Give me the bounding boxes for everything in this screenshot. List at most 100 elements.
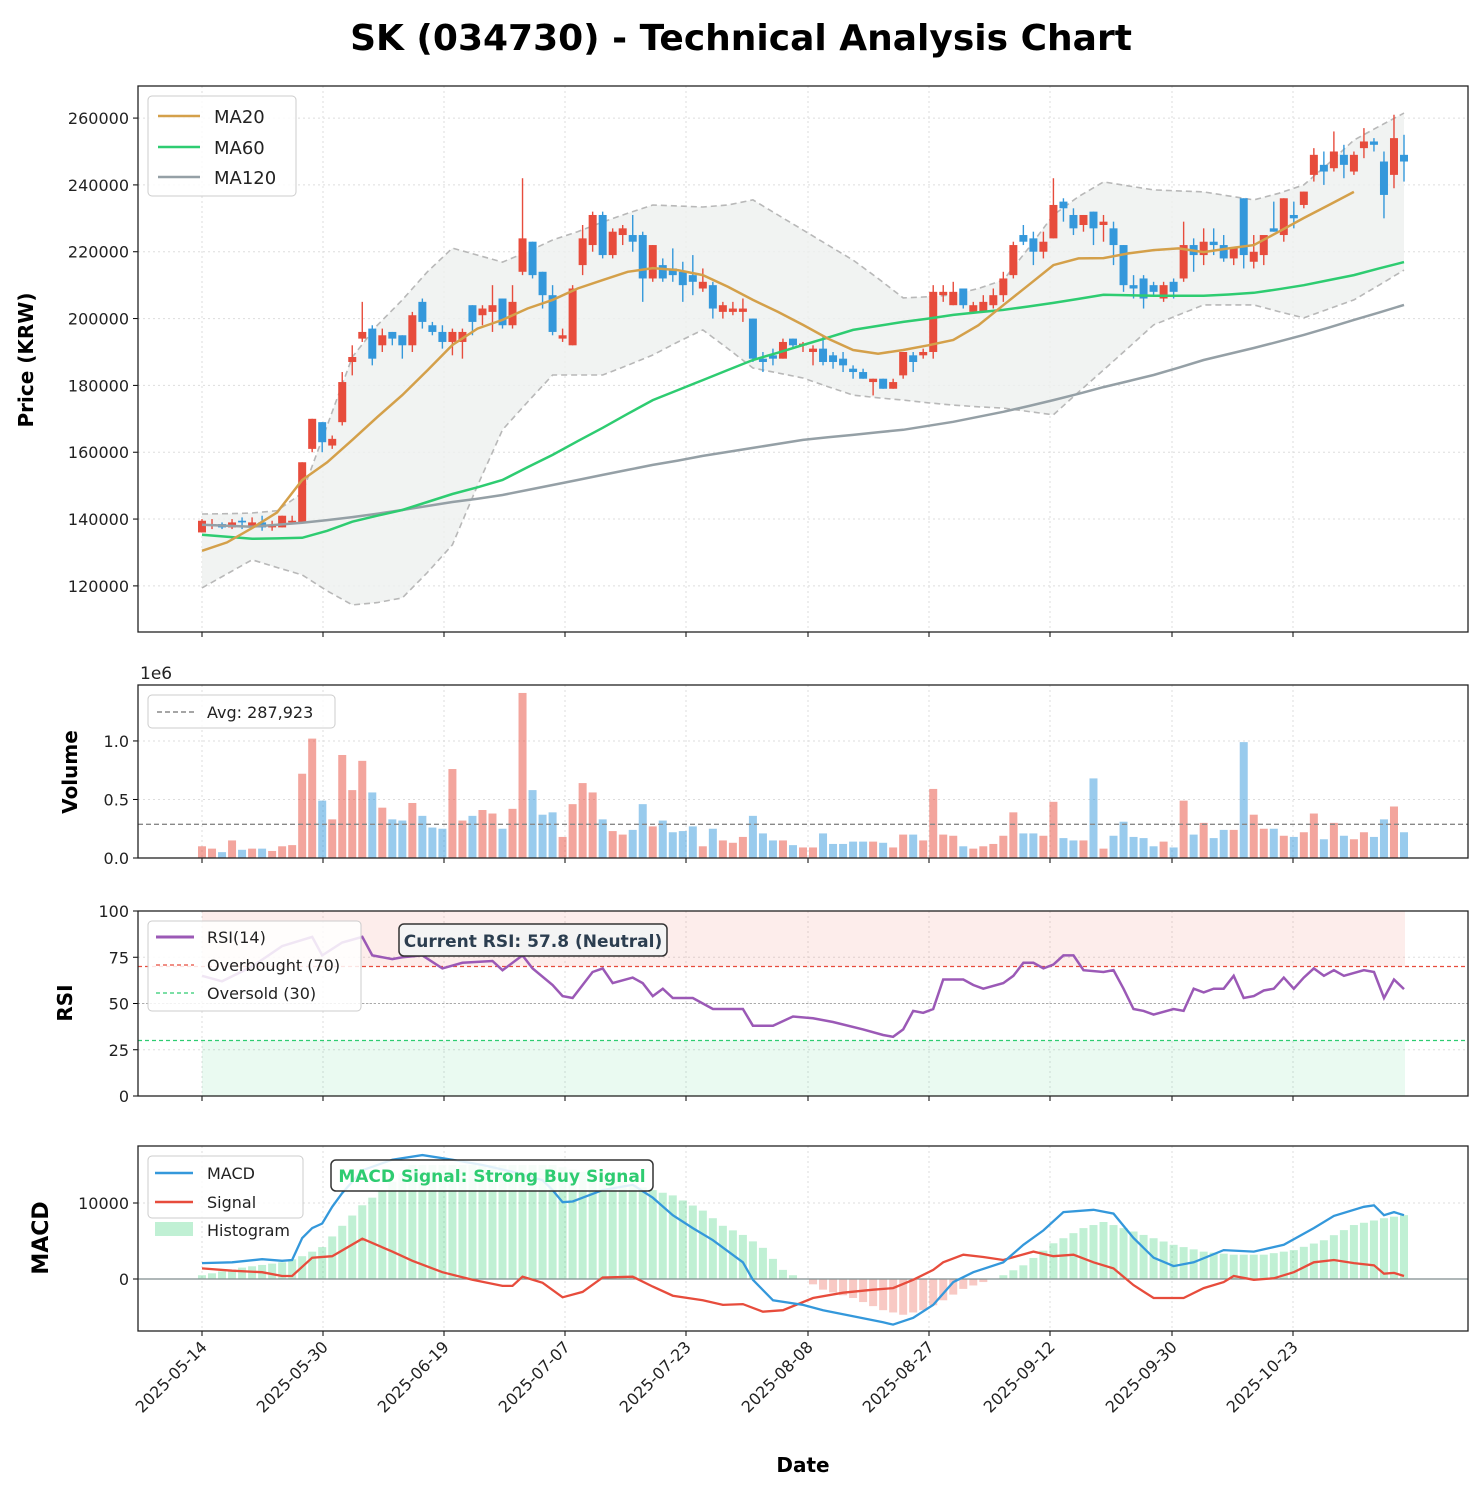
volume-bar xyxy=(929,788,938,858)
volume-bar xyxy=(298,773,307,858)
candle-body xyxy=(498,298,507,326)
volume-bar xyxy=(1219,829,1228,858)
candle-body xyxy=(809,348,818,352)
candle-body xyxy=(568,288,577,346)
histogram-bar xyxy=(788,1275,797,1280)
candle-body xyxy=(1049,204,1058,239)
candle-body xyxy=(1169,281,1178,292)
candle-body xyxy=(1259,235,1268,256)
histogram-bar xyxy=(338,1225,347,1280)
volume-bar xyxy=(718,840,727,858)
histogram-bar xyxy=(398,1173,407,1280)
candle-body xyxy=(268,525,277,528)
candle-body xyxy=(1099,221,1108,226)
volume-bar xyxy=(959,846,968,858)
candle-body xyxy=(748,318,757,359)
histogram-bar xyxy=(708,1218,717,1280)
histogram-bar xyxy=(1219,1253,1228,1280)
macd-annotation: MACD Signal: Strong Buy Signal xyxy=(330,1159,654,1192)
candle-body xyxy=(708,285,717,309)
histogram-bar xyxy=(738,1234,747,1280)
candle-body xyxy=(869,378,878,383)
volume-bar xyxy=(939,834,948,858)
volume-bar xyxy=(648,826,657,858)
candle-body xyxy=(598,214,607,256)
histogram-bar xyxy=(1319,1240,1328,1280)
volume-bar xyxy=(1309,813,1318,858)
volume-bar xyxy=(1039,835,1048,858)
candle-body xyxy=(758,358,767,363)
candle-body xyxy=(458,331,467,342)
rsi-line xyxy=(201,935,1405,1039)
candle-body xyxy=(1129,285,1138,289)
y-tick-label: 160000 xyxy=(68,443,129,462)
price-panel-frame xyxy=(137,85,1469,633)
candle-body xyxy=(1279,198,1288,236)
bollinger-band-fill xyxy=(202,113,1404,605)
histogram-bar xyxy=(1229,1254,1238,1280)
volume-bar xyxy=(198,846,206,858)
histogram-bar xyxy=(648,1190,657,1280)
candle-body xyxy=(618,228,627,236)
volume-bar xyxy=(1069,840,1078,858)
candle-body xyxy=(308,418,317,449)
volume-bar xyxy=(678,831,687,858)
candle-body xyxy=(578,238,587,266)
histogram-bar xyxy=(468,1165,477,1280)
histogram-bar xyxy=(498,1165,507,1280)
volume-bar xyxy=(1379,819,1388,858)
volume-bar xyxy=(1259,828,1268,858)
volume-bar xyxy=(1169,847,1178,858)
volume-bar xyxy=(1319,839,1328,858)
candle-body xyxy=(1400,154,1408,162)
candle-body xyxy=(318,422,327,443)
volume-bar xyxy=(1249,814,1258,858)
histogram-bar xyxy=(578,1171,587,1280)
volume-bar xyxy=(979,846,988,858)
volume-bar xyxy=(839,843,848,858)
volume-bar xyxy=(428,827,437,858)
histogram-bar xyxy=(1089,1225,1098,1280)
histogram-bar xyxy=(458,1165,467,1280)
volume-bar xyxy=(378,807,387,858)
volume-bar xyxy=(288,845,297,858)
histogram-bar xyxy=(839,1279,848,1296)
candle-body xyxy=(538,271,547,296)
y-tick-label: 240000 xyxy=(68,176,129,195)
histogram-bar xyxy=(1199,1251,1208,1280)
volume-bar xyxy=(388,819,397,858)
histogram-bar xyxy=(809,1279,818,1285)
histogram-bar xyxy=(1289,1250,1298,1280)
candle-body xyxy=(1329,151,1338,169)
volume-bar xyxy=(638,804,647,858)
candle-body xyxy=(1199,241,1208,256)
volume-bar xyxy=(1229,829,1238,858)
histogram-bar xyxy=(1019,1265,1028,1280)
volume-bar xyxy=(708,828,717,858)
volume-bar xyxy=(498,828,507,858)
histogram-bar xyxy=(388,1181,397,1280)
band-fills xyxy=(202,113,1405,1096)
volume-bar xyxy=(228,840,237,858)
histogram-bar xyxy=(598,1176,607,1280)
volume-bar xyxy=(799,847,807,858)
histogram-bar xyxy=(949,1279,958,1295)
histogram-bar xyxy=(1039,1250,1048,1280)
candle-body xyxy=(859,372,868,379)
candle-body xyxy=(1109,228,1118,246)
ma20-line xyxy=(201,190,1355,552)
histogram-bar xyxy=(328,1236,337,1280)
histogram-bar xyxy=(1209,1252,1218,1280)
volume-bar xyxy=(538,814,547,858)
candle-body xyxy=(919,351,928,356)
histogram-bar xyxy=(1379,1218,1388,1280)
volume-bar xyxy=(618,834,627,858)
candle-body xyxy=(1309,154,1318,175)
histogram-bar xyxy=(438,1165,447,1280)
volume-bar xyxy=(1289,836,1298,858)
volume-bar xyxy=(879,842,888,858)
histogram-bar xyxy=(979,1279,988,1283)
volume-bar xyxy=(348,790,357,858)
candle-body xyxy=(1289,214,1298,219)
volume-bar xyxy=(1059,838,1068,858)
